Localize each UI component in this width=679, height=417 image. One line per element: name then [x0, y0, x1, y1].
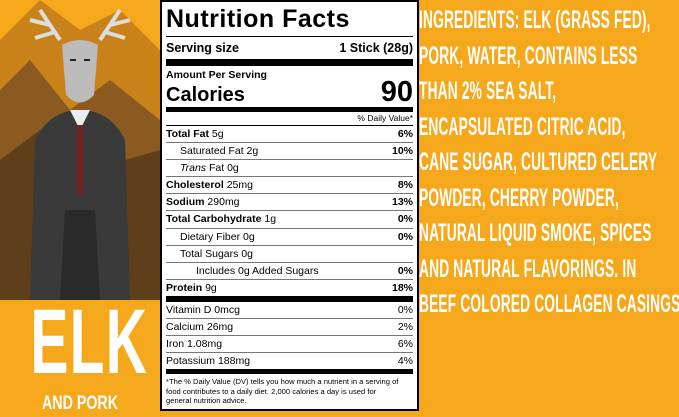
- nutrient-name: Dietary Fiber: [180, 230, 241, 243]
- nutrient-dv: 13%: [391, 196, 413, 209]
- nutrient-row: Dietary Fiber 0g 0%: [166, 229, 413, 246]
- serving-row: Serving size 1 Stick (28g): [166, 37, 413, 66]
- nutrient-amount: 0g: [227, 162, 239, 175]
- illustration: [0, 0, 160, 300]
- nutrient-row: Saturated Fat 2g 10%: [166, 143, 413, 161]
- nutrient-name: Calcium: [166, 321, 204, 334]
- nutrient-row: Total Sugars 0g: [166, 246, 413, 263]
- nutrient-rows: Total Fat 5g 6% Saturated Fat 2g 10% Trans F…: [166, 126, 413, 375]
- nutrient-name-group: Iron 1.08mg: [166, 336, 222, 352]
- nutrition-facts: Nutrition Facts Serving size 1 Stick (28…: [160, 0, 419, 411]
- ingredient-line: POWDER, CHERRY POWDER,: [419, 183, 619, 212]
- ingredient-line: NATURAL LIQUID SMOKE, SPICES: [419, 219, 652, 247]
- nutrient-row: Potassium 188mg 4%: [166, 353, 413, 375]
- nutrient-name-group: Trans Fat 0g: [180, 160, 239, 176]
- nutrient-amount: 1g: [264, 213, 277, 226]
- calories-value: 90: [380, 76, 413, 108]
- daily-value-header: % Daily Value*: [166, 112, 413, 126]
- nutrient-name-group: Calcium 26mg: [166, 319, 233, 335]
- nutrient-row: Includes 0g Added Sugars 0%: [166, 263, 413, 280]
- nutrient-name: Vitamin D: [166, 303, 212, 316]
- nutrient-row: Cholesterol 25mg 8%: [166, 177, 413, 195]
- nutrient-amount: 188mg: [217, 355, 251, 368]
- nutrient-name-group: Includes 0g Added Sugars: [196, 263, 319, 279]
- nutrient-name-group: Protein 9g: [166, 280, 217, 296]
- ingredient-line: THAN 2% SEA SALT,: [419, 77, 557, 105]
- nutrition-title: Nutrition Facts: [166, 2, 413, 37]
- nutrient-row: Calcium 26mg 2%: [166, 319, 413, 337]
- nutrient-amount: 25mg: [226, 179, 253, 192]
- nutrient-name-group: Cholesterol 25mg: [166, 177, 253, 193]
- nutrient-row: Sodium 290mg 13%: [166, 194, 413, 212]
- nutrient-amount: 290mg: [207, 196, 240, 209]
- ingredient-line: BEEF COLORED COLLAGEN CASINGS.: [419, 290, 679, 318]
- nutrient-dv: 8%: [397, 179, 413, 192]
- nutrient-name: Total Sugars: [180, 247, 239, 260]
- brand-panel: ELK AND PORK: [0, 0, 160, 417]
- ingredient-line: ENCAPSULATED CITRIC ACID,: [419, 112, 626, 141]
- nutrient-dv: 4%: [397, 355, 413, 368]
- nutrient-row: Trans Fat 0g: [166, 160, 413, 178]
- nutrient-row: Total Carbohydrate 1g 0%: [166, 211, 413, 229]
- nutrient-amount: 2g: [246, 145, 259, 158]
- nutrient-dv: 10%: [391, 145, 413, 158]
- nutrient-name: Total Carbohydrate: [166, 213, 262, 226]
- nutrient-name: Sodium: [166, 196, 205, 209]
- nutrient-name: Iron: [166, 338, 185, 351]
- nutrient-dv: 2%: [397, 321, 413, 334]
- nutrient-name-group: Total Fat 5g: [166, 126, 224, 142]
- nutrient-name: Protein: [166, 281, 203, 294]
- nutrient-name-group: Potassium 188mg: [166, 353, 250, 369]
- brand-subtitle: AND PORK: [41, 393, 119, 414]
- nutrient-name: Cholesterol: [166, 179, 224, 192]
- nutrient-name-italic: Trans: [180, 162, 207, 175]
- calories-label: Calories: [166, 84, 245, 106]
- nutrient-name-group: Total Sugars 0g: [180, 246, 253, 262]
- nutrient-row: Total Fat 5g 6%: [166, 126, 413, 144]
- nutrient-name: Fat: [208, 162, 225, 175]
- ingredient-line: AND NATURAL FLAVORINGS. IN: [419, 254, 637, 283]
- nutrient-name: Includes 0g Added Sugars: [196, 264, 319, 277]
- footnote: *The % Daily Value (DV) tells you how mu…: [166, 377, 399, 406]
- nutrient-name-group: Sodium 290mg: [166, 194, 240, 210]
- nutrient-name-group: Vitamin D 0mcg: [166, 302, 240, 318]
- amount-per-serving: Amount Per Serving: [166, 69, 267, 81]
- nutrient-dv: 0%: [397, 264, 413, 277]
- nutrient-name-group: Saturated Fat 2g: [180, 143, 258, 159]
- nutrient-dv: 6%: [397, 338, 413, 351]
- nutrient-dv: 18%: [391, 281, 413, 294]
- serving-label: Serving size: [166, 41, 239, 55]
- ingredient-line: INGREDIENTS: ELK (GRASS FED),: [419, 6, 651, 34]
- nutrient-name: Total Fat: [166, 128, 209, 140]
- nutrient-name: Saturated Fat: [180, 145, 244, 158]
- calories-row: Calories 90: [166, 77, 413, 112]
- ingredient-line: PORK, WATER, CONTAINS LESS: [419, 41, 638, 70]
- nutrient-dv: 0%: [397, 230, 413, 243]
- nutrient-dv: 0%: [397, 303, 413, 316]
- nutrient-name-group: Dietary Fiber 0g: [180, 229, 255, 245]
- nutrient-row: Protein 9g 18%: [166, 280, 413, 302]
- nutrient-name-group: Total Carbohydrate 1g: [166, 211, 276, 227]
- ingredient-line: CANE SUGAR, CULTURED CELERY: [419, 148, 658, 176]
- nutrient-amount: 9g: [205, 281, 217, 294]
- brand-name: ELK: [30, 291, 149, 393]
- nutrient-amount: 26mg: [206, 321, 234, 334]
- nutrient-amount: 0mcg: [214, 303, 240, 316]
- serving-value: 1 Stick (28g): [339, 41, 413, 55]
- nutrient-dv: 0%: [397, 213, 413, 226]
- nutrient-amount: 1.08mg: [187, 338, 223, 351]
- nutrient-name: Potassium: [166, 355, 216, 368]
- nutrient-row: Iron 1.08mg 6%: [166, 336, 413, 354]
- nutrient-amount: 0g: [241, 247, 253, 260]
- nutrient-row: Vitamin D 0mcg 0%: [166, 302, 413, 320]
- nutrient-amount: 0g: [243, 230, 255, 243]
- nutrient-amount: 5g: [211, 128, 224, 140]
- nutrient-dv: 6%: [397, 128, 413, 140]
- ingredients: INGREDIENTS: ELK (GRASS FED), PORK, WATER…: [419, 4, 679, 324]
